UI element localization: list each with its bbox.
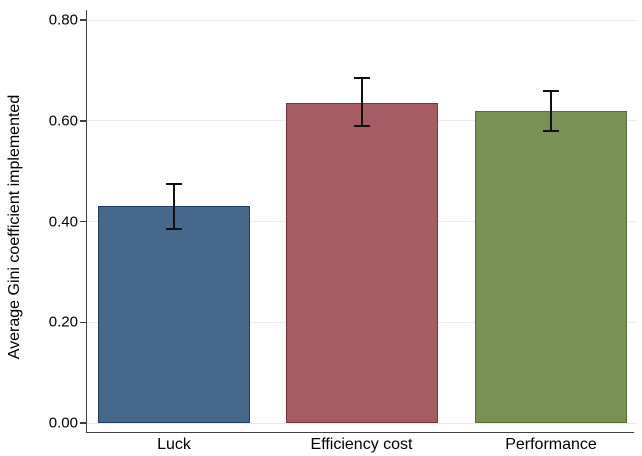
y-axis-line xyxy=(85,10,87,433)
error-bar-performance xyxy=(550,90,552,131)
x-label-luck: Luck xyxy=(157,436,191,453)
error-bar-performance-cap-bottom xyxy=(543,129,559,132)
y-tick-mark xyxy=(79,422,86,424)
error-bar-efficiency-cost-cap-top xyxy=(353,76,370,79)
y-tick-label: 0.60 xyxy=(48,112,78,130)
y-tick-mark xyxy=(79,19,86,21)
y-tick-mark xyxy=(79,220,86,223)
error-bar-luck xyxy=(173,183,175,230)
error-bar-performance-cap-top xyxy=(543,89,559,92)
y-tick-label: 0.20 xyxy=(48,313,78,331)
y-tick-label: 0.80 xyxy=(48,11,78,29)
y-tick-mark xyxy=(79,120,86,122)
error-bar-luck-cap-bottom xyxy=(166,228,182,231)
bar-performance xyxy=(475,110,627,423)
y-tick-label: 0.40 xyxy=(48,213,78,230)
y-tick-mark xyxy=(79,321,86,323)
x-label-efficiency-cost: Efficiency cost xyxy=(310,436,413,453)
bar-efficiency-cost xyxy=(285,103,438,423)
error-bar-efficiency-cost xyxy=(360,77,363,126)
error-bar-luck-cap-top xyxy=(166,182,182,185)
bar-luck xyxy=(98,206,250,423)
x-axis-line xyxy=(85,431,634,433)
error-bar-efficiency-cost-cap-bottom xyxy=(353,124,370,127)
y-tick-label: 0.00 xyxy=(48,414,78,432)
gridline xyxy=(87,422,637,424)
x-label-performance: Performance xyxy=(505,436,597,453)
gridline xyxy=(87,19,637,21)
